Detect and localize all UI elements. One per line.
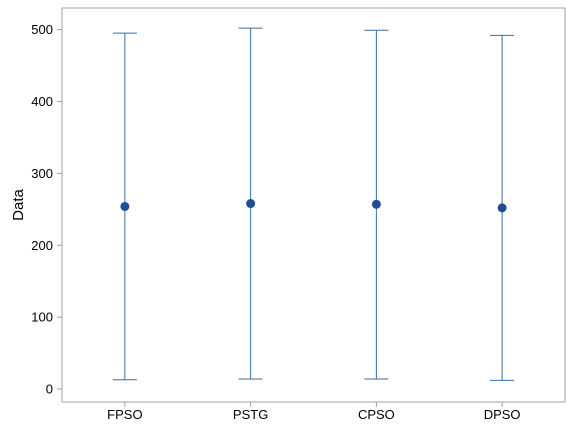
y-tick-label: 200 [31, 238, 53, 253]
y-tick-label: 300 [31, 166, 53, 181]
y-tick-label: 0 [46, 382, 53, 397]
mean-point-dpso [497, 203, 507, 213]
y-tick-label: 400 [31, 94, 53, 109]
mean-point-pstg [246, 199, 256, 209]
interval-series [112, 27, 515, 381]
mean-point-fpso [120, 201, 130, 211]
y-tick-label: 100 [31, 310, 53, 325]
x-tick-label: DPSO [484, 407, 521, 422]
plot-area [62, 8, 565, 402]
x-tick-label: CPSO [358, 407, 395, 422]
y-tick-label: 500 [31, 22, 53, 37]
x-axis-ticks: FPSO PSTG CPSO DPSO [107, 402, 521, 422]
x-tick-label: PSTG [233, 407, 268, 422]
mean-point-cpso [371, 199, 381, 209]
y-axis-title: Data [10, 189, 27, 221]
y-axis-ticks: 0 100 200 300 400 500 [31, 22, 62, 397]
x-tick-label: FPSO [107, 407, 142, 422]
